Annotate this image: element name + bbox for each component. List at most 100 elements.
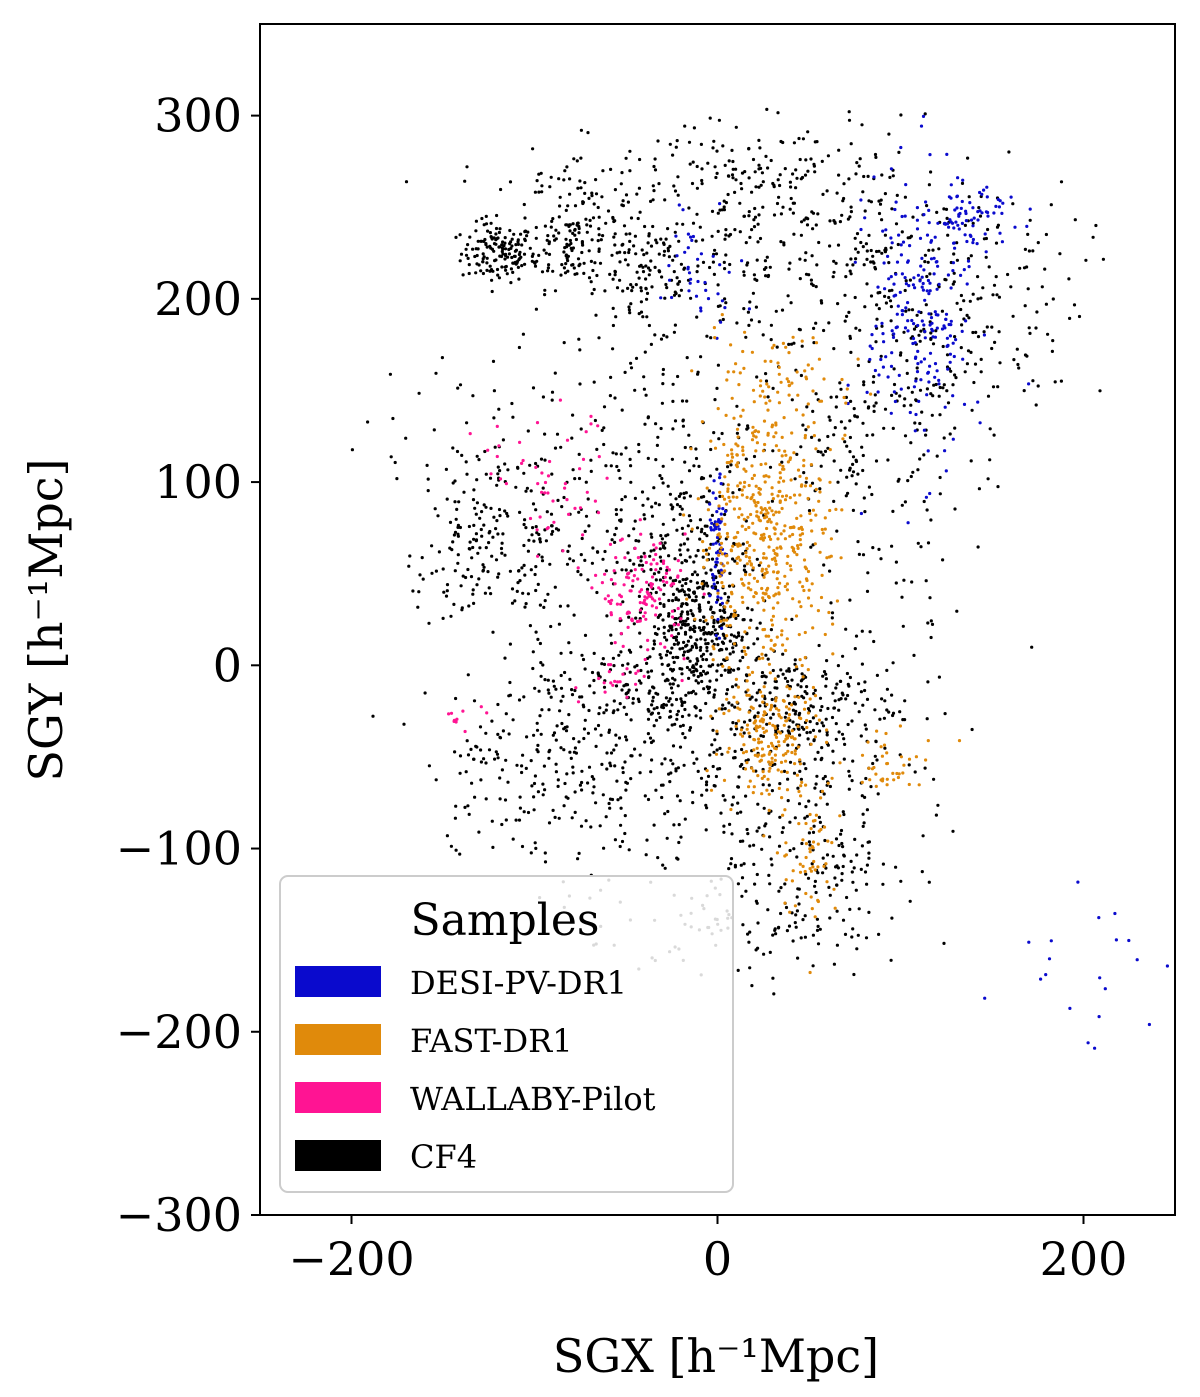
data-point xyxy=(631,584,635,588)
data-point xyxy=(887,289,892,293)
data-point xyxy=(921,114,926,118)
data-point xyxy=(649,532,653,536)
data-point xyxy=(867,766,871,770)
data-point xyxy=(929,635,933,640)
data-point xyxy=(744,794,748,798)
data-point xyxy=(800,780,804,785)
data-point xyxy=(780,796,784,800)
data-point xyxy=(711,260,716,264)
data-point xyxy=(681,653,686,657)
data-point xyxy=(639,532,643,536)
data-point xyxy=(803,914,807,918)
data-point xyxy=(916,349,920,353)
data-point xyxy=(669,758,673,762)
data-point xyxy=(739,414,743,418)
data-point xyxy=(1086,1041,1090,1045)
data-point xyxy=(592,678,596,683)
data-point xyxy=(828,784,833,789)
data-point xyxy=(844,494,848,498)
data-point xyxy=(707,664,711,668)
data-point xyxy=(611,683,615,687)
data-point xyxy=(938,385,942,390)
data-point xyxy=(894,560,899,564)
data-point xyxy=(760,747,765,751)
data-point xyxy=(739,810,743,814)
data-point xyxy=(573,688,577,693)
data-point xyxy=(469,575,474,579)
data-point xyxy=(828,244,832,248)
data-point xyxy=(750,190,754,194)
data-point xyxy=(681,208,685,212)
data-point xyxy=(931,329,935,333)
data-point xyxy=(471,592,475,596)
data-point xyxy=(597,712,601,716)
data-point xyxy=(751,388,756,392)
data-point xyxy=(531,650,535,654)
data-point xyxy=(694,662,698,666)
data-point xyxy=(763,395,767,399)
data-point xyxy=(735,431,740,435)
data-point xyxy=(573,204,578,208)
data-point xyxy=(543,480,548,485)
data-point xyxy=(559,445,563,449)
data-point xyxy=(596,424,600,428)
data-point xyxy=(729,463,733,467)
data-point xyxy=(507,732,511,736)
data-point xyxy=(841,654,845,658)
data-point xyxy=(685,602,689,607)
data-point xyxy=(1027,249,1031,253)
data-point xyxy=(650,575,655,579)
data-point xyxy=(680,703,684,708)
data-point xyxy=(699,355,703,359)
data-point xyxy=(786,743,790,747)
data-point xyxy=(942,324,946,328)
data-point xyxy=(762,685,766,689)
data-point xyxy=(986,227,990,232)
data-point xyxy=(687,713,691,717)
data-point xyxy=(821,531,825,535)
data-point xyxy=(532,539,536,543)
data-point xyxy=(639,555,643,559)
legend-title: Samples xyxy=(411,895,600,946)
data-point xyxy=(720,494,725,498)
data-point xyxy=(743,480,747,484)
data-point xyxy=(699,309,703,313)
data-point xyxy=(678,724,683,728)
data-point xyxy=(810,367,814,371)
data-point xyxy=(582,727,587,731)
data-point xyxy=(494,527,498,531)
data-point xyxy=(1084,258,1088,262)
data-point xyxy=(841,437,845,441)
data-point xyxy=(491,269,495,273)
data-point xyxy=(755,872,759,877)
data-point xyxy=(752,454,757,459)
data-point xyxy=(820,527,824,532)
data-point xyxy=(723,267,727,271)
data-point xyxy=(862,380,866,384)
data-point xyxy=(900,214,904,219)
data-point xyxy=(727,701,731,705)
data-point xyxy=(516,242,521,246)
data-point xyxy=(580,536,584,541)
data-point xyxy=(891,713,895,718)
data-point xyxy=(1011,202,1015,206)
data-point xyxy=(929,619,933,623)
data-point xyxy=(546,688,550,692)
data-point xyxy=(735,453,739,457)
data-point xyxy=(524,602,528,606)
data-point xyxy=(702,565,706,569)
data-point xyxy=(759,740,764,744)
data-point xyxy=(976,335,981,339)
data-point xyxy=(456,561,460,565)
data-point xyxy=(475,262,479,266)
data-point xyxy=(734,125,738,129)
data-point xyxy=(478,546,482,550)
data-point xyxy=(863,209,867,213)
data-point xyxy=(679,620,683,624)
data-point xyxy=(686,617,690,621)
data-point xyxy=(770,789,775,793)
data-point xyxy=(756,921,760,925)
data-point xyxy=(613,188,618,192)
data-point xyxy=(865,589,870,594)
data-point xyxy=(896,242,900,247)
